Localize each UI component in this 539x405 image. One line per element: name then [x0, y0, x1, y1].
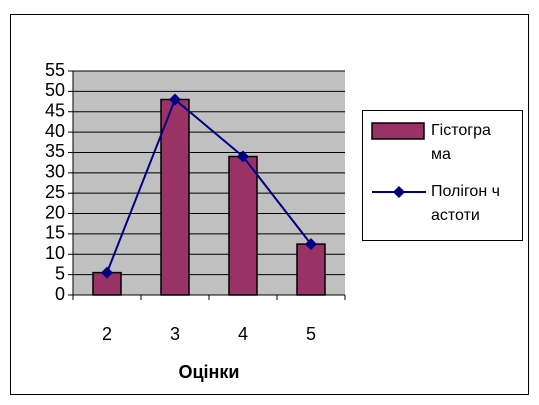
y-tick-label: 10 — [45, 243, 65, 263]
y-tick-label: 25 — [45, 182, 65, 202]
y-tick-label: 50 — [45, 80, 65, 100]
legend-label: Гістограма — [431, 122, 491, 163]
y-tick-label: 45 — [45, 100, 65, 120]
marker — [101, 266, 113, 279]
y-tick-label: 30 — [45, 162, 65, 182]
bar — [228, 155, 258, 296]
legend-label: Полігон частоти — [431, 183, 500, 224]
x-axis-title: Оцінки — [178, 362, 239, 382]
line — [106, 97, 312, 273]
x-tick-label: 5 — [306, 324, 316, 344]
x-tick-label: 3 — [170, 324, 180, 344]
y-tick-label: 35 — [45, 141, 65, 161]
x-tick-label: 2 — [102, 324, 112, 344]
y-tick-label: 0 — [55, 284, 65, 304]
marker — [305, 238, 317, 251]
y-tick-label: 5 — [55, 263, 65, 283]
legend-box — [362, 110, 523, 241]
marker — [169, 93, 181, 106]
legend-marker — [393, 186, 405, 198]
y-tick-label: 15 — [45, 223, 65, 243]
y-tick-label: 55 — [45, 60, 65, 80]
x-tick-label: 4 — [238, 324, 248, 344]
y-tick-label: 20 — [45, 202, 65, 222]
legend-swatch — [371, 122, 425, 140]
y-tick-label: 40 — [45, 121, 65, 141]
marker — [237, 150, 249, 163]
bar — [160, 98, 190, 296]
bar — [296, 243, 326, 296]
